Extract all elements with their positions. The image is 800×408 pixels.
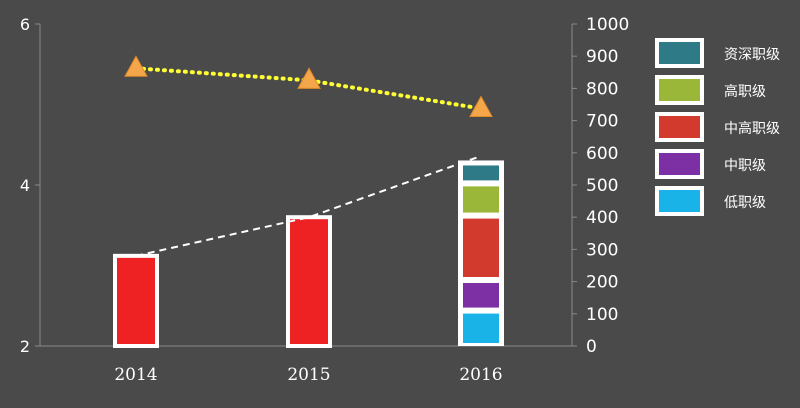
- x-tick-label: 2015: [287, 365, 330, 385]
- legend-swatch: [655, 38, 704, 68]
- left-tick-label: 2: [20, 337, 30, 356]
- bar-2014: [113, 253, 159, 348]
- legend-swatch: [655, 75, 704, 105]
- chart-bars: [113, 160, 504, 348]
- stack-segment: [463, 186, 499, 213]
- legend-swatch: [655, 186, 704, 216]
- legend-label: 中高职级: [724, 120, 780, 137]
- right-tick-label: 500: [586, 176, 618, 196]
- right-tick-label: 900: [586, 47, 618, 67]
- right-tick-label: 100: [586, 305, 618, 325]
- triangle-marker: [297, 67, 321, 89]
- triangle-marker: [124, 55, 148, 77]
- right-tick-label: 600: [586, 144, 618, 164]
- left-tick-label: 6: [20, 15, 30, 34]
- stack-segment: [463, 218, 499, 277]
- chart-lines: [124, 55, 493, 257]
- x-tick-label: 2014: [114, 365, 157, 385]
- triangle-marker: [469, 95, 493, 118]
- left-tick-label: 4: [20, 176, 30, 195]
- x-tick-label: 2016: [459, 365, 502, 385]
- stack-segment: [463, 282, 499, 308]
- right-tick-label: 300: [586, 240, 618, 260]
- stack-segment: [463, 165, 499, 181]
- legend-label: 中职级: [724, 158, 766, 174]
- legend-swatch: [655, 112, 704, 142]
- legend-label: 资深职级: [724, 47, 780, 63]
- legend-swatch: [655, 149, 704, 179]
- right-tick-label: 800: [586, 79, 618, 99]
- right-tick-label: 0: [586, 337, 597, 357]
- right-tick-label: 200: [586, 273, 618, 293]
- right-tick-label: 700: [586, 112, 618, 132]
- legend-label: 低职级: [724, 195, 766, 211]
- right-tick-label: 400: [586, 208, 618, 228]
- legend-label: 高职级: [724, 83, 766, 100]
- right-tick-label: 1000: [586, 15, 629, 35]
- bar-2015: [286, 215, 332, 348]
- stack-segment: [463, 313, 499, 343]
- chart-axes: 2 4 6 0 100 200 300 400 500 600 700 800 900 1000 2014 2…: [20, 15, 629, 385]
